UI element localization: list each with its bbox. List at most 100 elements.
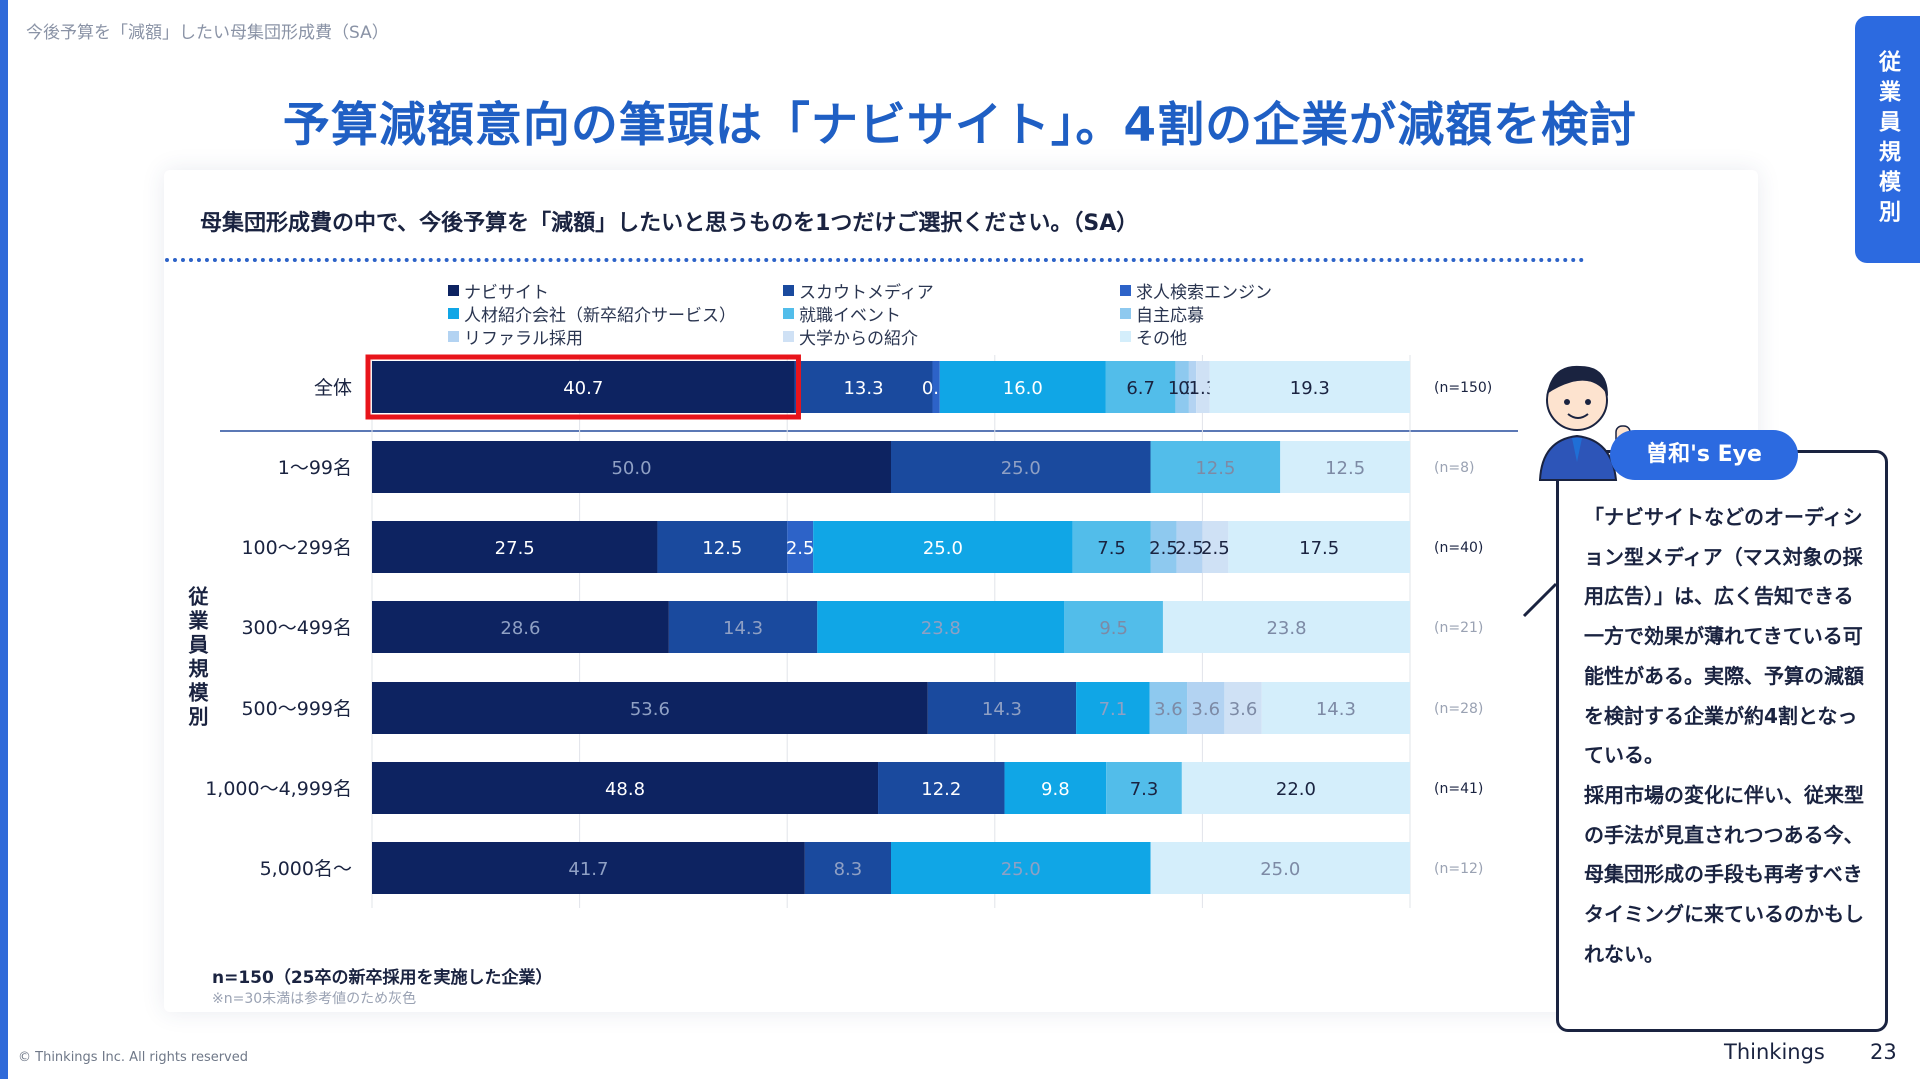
data-label: 7.5: [1097, 538, 1126, 559]
bar-segment: [1150, 521, 1177, 573]
bar-segment: [1175, 361, 1189, 413]
bar-segment: [1149, 682, 1188, 734]
bar-segment: [927, 682, 1077, 734]
bar-segment: [1064, 601, 1163, 653]
legend-label: 人材紹介会社（新卒紹介サービス）: [464, 306, 736, 326]
legend-item: ナビサイト: [448, 278, 549, 303]
data-label: 40.7: [563, 378, 603, 399]
bar-segment: [372, 361, 795, 413]
data-label: 28.6: [500, 618, 540, 639]
legend-item: リファラル採用: [448, 324, 583, 349]
sample-size-label: (n=28): [1434, 701, 1483, 717]
data-label: 9.5: [1099, 618, 1128, 639]
bar-segment: [1280, 441, 1410, 493]
total-separator-line: [220, 430, 1518, 432]
category-label: 100〜299名: [241, 537, 352, 559]
bar-segment: [372, 842, 805, 894]
legend-swatch: [1120, 285, 1131, 296]
bar-segment: [1150, 842, 1410, 894]
bar-segment: [372, 601, 669, 653]
bar-segment: [939, 361, 1106, 413]
bar-segment: [1188, 361, 1197, 413]
data-label: 6.7: [1126, 378, 1155, 399]
data-label: 41.7: [568, 859, 608, 880]
data-label: 27.5: [495, 538, 535, 559]
side-tab-employee-size[interactable]: 従業員規模別: [1855, 16, 1920, 263]
legend-swatch: [783, 331, 794, 342]
breadcrumb: 今後予算を「減額」したい母集団形成費（SA）: [26, 23, 389, 43]
data-label: 17.5: [1299, 538, 1339, 559]
bar-segment: [372, 682, 928, 734]
bar-segment: [891, 441, 1151, 493]
data-label: 12.5: [1325, 458, 1365, 479]
legend-label: リファラル採用: [464, 329, 583, 349]
data-label: 22.0: [1276, 779, 1316, 800]
data-label: 12.2: [921, 779, 961, 800]
bar-segment: [1072, 521, 1151, 573]
bar-segment: [813, 521, 1073, 573]
legend-item: 人材紹介会社（新卒紹介サービス）: [448, 301, 736, 326]
commentary-badge: 曽和's Eye: [1610, 430, 1798, 480]
data-label: 7.3: [1130, 779, 1159, 800]
bar-segment: [932, 361, 940, 413]
bar-segment: [1202, 521, 1229, 573]
data-label: 23.8: [1266, 618, 1306, 639]
bar-segment: [1105, 361, 1176, 413]
bar-segment: [1106, 762, 1182, 814]
bar-segment: [1261, 682, 1410, 734]
legend-label: ナビサイト: [464, 283, 549, 303]
legend-swatch: [1120, 331, 1131, 342]
sample-size-label: (n=150): [1434, 380, 1492, 396]
page-number: 23: [1870, 1040, 1897, 1064]
bar-segment: [1076, 682, 1150, 734]
data-label: 13.3: [843, 378, 883, 399]
page-title: 予算減額意向の筆頭は「ナビサイト」。4割の企業が減額を検討: [282, 98, 1638, 153]
bar-segment: [794, 361, 933, 413]
bar-segment: [1228, 521, 1410, 573]
legend-item: 大学からの紹介: [783, 324, 918, 349]
data-label: 9.8: [1041, 779, 1070, 800]
bar-segment: [891, 842, 1151, 894]
copyright: © Thinkings Inc. All rights reserved: [18, 1050, 249, 1065]
sample-size-label: (n=21): [1434, 620, 1483, 636]
bar-segment: [1209, 361, 1410, 413]
data-label: 2.5: [1201, 538, 1230, 559]
category-label: 500〜999名: [241, 698, 352, 720]
bar-segment: [1187, 682, 1225, 734]
brand-name: Thinkings: [1724, 1040, 1825, 1064]
bar-segment: [878, 762, 1005, 814]
data-label: 23.8: [921, 618, 961, 639]
category-label: 300〜499名: [241, 617, 352, 639]
data-label: 12.5: [1195, 458, 1235, 479]
bar-segment: [787, 521, 814, 573]
legend-label: 大学からの紹介: [799, 329, 918, 349]
left-accent-bar: [0, 0, 8, 1079]
legend-label: 就職イベント: [799, 306, 901, 326]
bar-segment: [1181, 762, 1410, 814]
data-label: 25.0: [1001, 859, 1041, 880]
commentary-box: [1556, 450, 1888, 1032]
bar-segment: [1162, 601, 1410, 653]
sample-size-label: (n=41): [1434, 781, 1483, 797]
highlight-box: [365, 354, 801, 420]
data-label: 16.0: [1003, 378, 1043, 399]
legend-swatch: [1120, 308, 1131, 319]
legend-swatch: [783, 308, 794, 319]
bar-segment: [804, 842, 891, 894]
commentary-text: 「ナビサイトなどのオーディション型メディア（マス対象の採用広告）」は、広く告知で…: [1584, 505, 1864, 966]
legend-label: 自主応募: [1136, 306, 1204, 326]
y-group-label: 従業員規模別: [185, 586, 209, 730]
bar-segment: [657, 521, 788, 573]
data-label: 14.3: [982, 699, 1022, 720]
legend-label: 求人検索エンジン: [1136, 283, 1272, 303]
category-label: 全体: [314, 377, 352, 399]
speech-tail: [1522, 582, 1558, 618]
data-label: 25.0: [1001, 458, 1041, 479]
data-label: 3.6: [1229, 699, 1258, 720]
bar-segment: [1004, 762, 1107, 814]
gray-note: ※n=30未満は参考値のため灰色: [212, 991, 417, 1007]
legend-item: スカウトメディア: [783, 278, 934, 303]
data-label: 53.6: [630, 699, 670, 720]
data-label: 8.3: [834, 859, 863, 880]
